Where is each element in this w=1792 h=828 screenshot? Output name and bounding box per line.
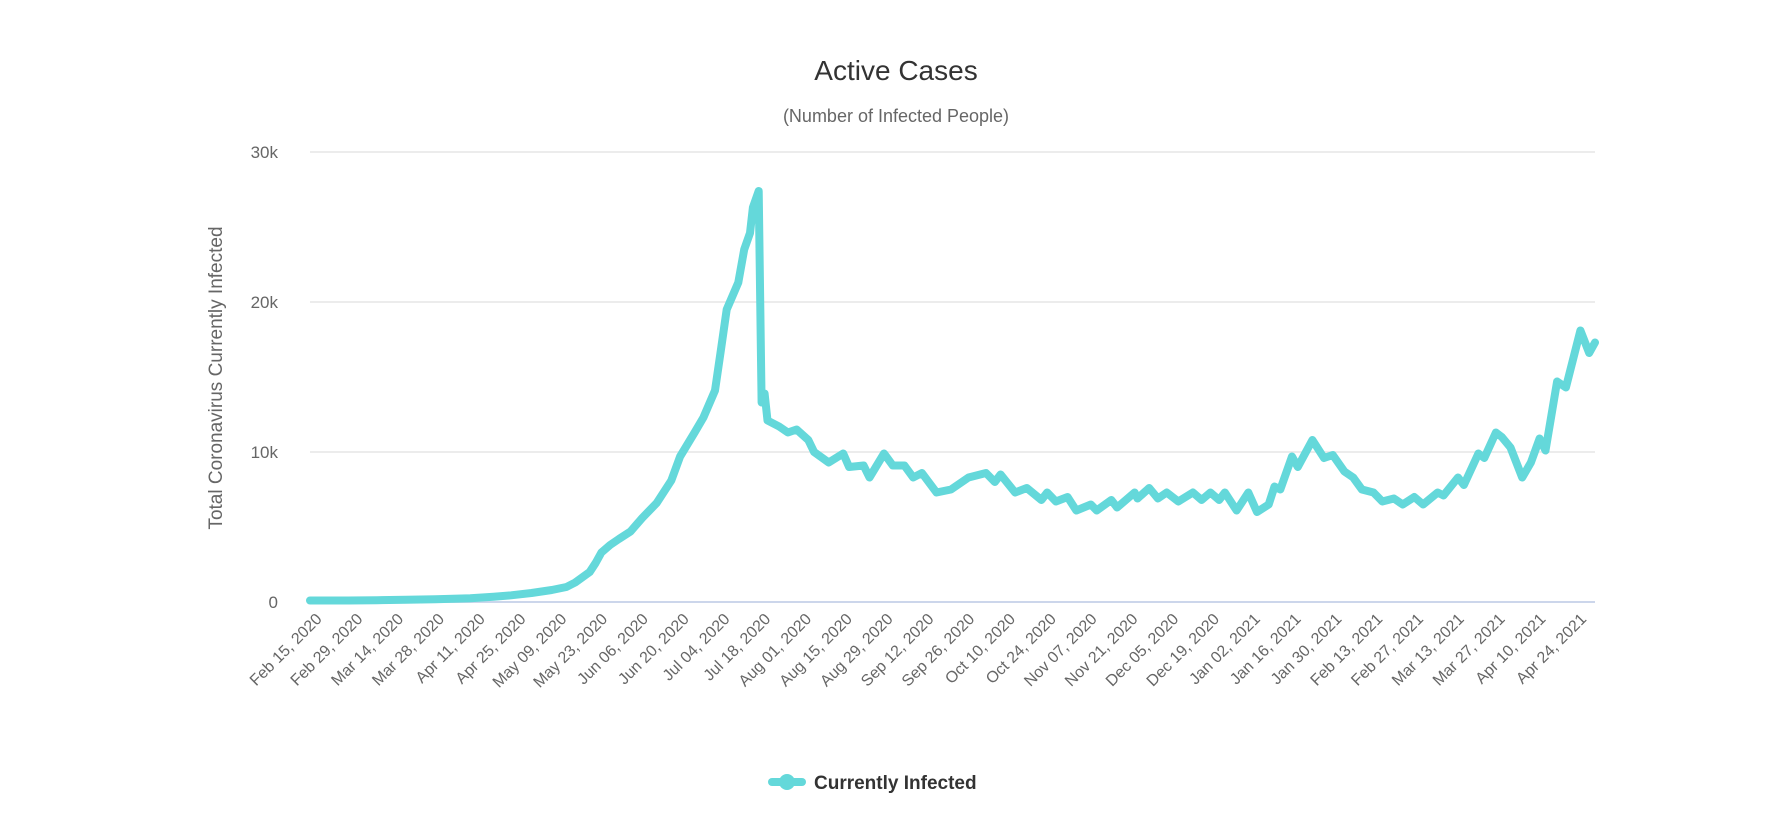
x-tick-label: Jan 16, 2021 xyxy=(1227,611,1305,689)
chart-subtitle: (Number of Infected People) xyxy=(783,106,1009,126)
y-tick-label: 20k xyxy=(251,293,279,312)
legend-item-currently-infected[interactable]: Currently Infected xyxy=(768,773,977,794)
legend-label: Currently Infected xyxy=(814,773,977,794)
chart-title: Active Cases xyxy=(814,55,977,86)
series-currently-infected[interactable] xyxy=(306,187,1599,605)
x-tick-label: Jan 30, 2021 xyxy=(1268,611,1346,689)
series-line[interactable] xyxy=(306,187,1599,605)
gridlines xyxy=(310,151,1595,603)
y-axis-title: Total Coronavirus Currently Infected xyxy=(206,226,227,529)
y-tick-label: 30k xyxy=(251,143,279,162)
legend-marker-icon xyxy=(779,774,795,790)
x-tick-label: Jun 06, 2020 xyxy=(574,611,652,689)
x-tick-label: Jan 02, 2021 xyxy=(1186,611,1264,689)
y-axis-ticks: 0 10k 20k 30k xyxy=(251,143,279,612)
y-tick-label: 10k xyxy=(251,443,279,462)
x-tick-label: Jun 20, 2020 xyxy=(615,611,693,689)
y-tick-label: 0 xyxy=(269,593,278,612)
